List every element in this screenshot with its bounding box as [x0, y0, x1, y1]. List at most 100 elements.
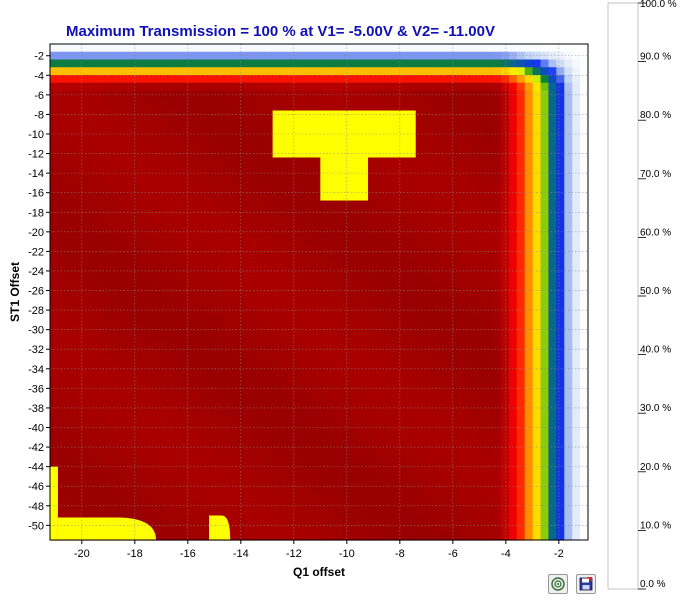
heat-cell [89, 478, 99, 487]
heat-cell [556, 129, 565, 138]
heat-cell [216, 315, 225, 324]
heat-cell [129, 292, 138, 301]
heat-cell [144, 478, 154, 487]
heat-cell [57, 470, 67, 479]
heat-cell [263, 377, 273, 386]
heat-cell [311, 106, 320, 115]
heat-cell [421, 121, 431, 130]
heat-cell [295, 59, 304, 68]
heat-cell [121, 478, 130, 487]
heat-cell [200, 168, 209, 177]
heat-cell [580, 392, 589, 402]
heat-cell [247, 299, 257, 309]
heat-cell [548, 346, 557, 355]
heat-cell [105, 454, 114, 464]
heat-cell [137, 385, 146, 394]
plot-area[interactable] [50, 44, 589, 541]
heat-cell [406, 346, 415, 355]
heat-cell [255, 315, 265, 324]
saturated-region [209, 515, 231, 540]
heat-cell [350, 253, 360, 262]
heat-cell [319, 237, 328, 247]
heat-cell [485, 423, 494, 433]
heat-cell [406, 268, 415, 278]
heat-cell [413, 129, 423, 138]
heat-cell [429, 222, 439, 231]
heat-cell [208, 222, 217, 231]
heat-cell [89, 509, 99, 518]
heat-cell [469, 237, 478, 247]
heat-cell [429, 470, 439, 479]
y-tick-label: -10 [28, 129, 44, 141]
heat-cell [271, 222, 281, 231]
heat-cell [390, 447, 399, 456]
heat-cell [224, 462, 233, 471]
heat-cell [81, 175, 91, 185]
heat-cell [532, 237, 542, 247]
heat-cell [358, 44, 368, 53]
heat-cell [413, 144, 423, 154]
heat-cell [421, 485, 431, 495]
heat-cell [247, 191, 257, 200]
heat-cell [453, 315, 463, 324]
heat-cell [437, 160, 447, 169]
heat-cell [437, 516, 447, 526]
heat-cell [572, 516, 581, 526]
heat-cell [231, 59, 241, 68]
heat-cell [168, 346, 178, 355]
heat-cell [247, 392, 257, 402]
heat-cell [176, 137, 186, 146]
heat-cell [89, 447, 99, 456]
heat-cell [168, 292, 178, 301]
heat-cell [516, 113, 526, 123]
heat-cell [192, 44, 201, 53]
y-tick-label: -4 [34, 70, 44, 82]
heat-cell [485, 222, 494, 231]
heat-cell [255, 292, 265, 301]
heat-cell [311, 82, 320, 92]
heat-cell [295, 478, 304, 487]
heat-cell [532, 516, 542, 526]
heat-cell [548, 323, 557, 332]
heat-cell [516, 516, 526, 526]
heat-cell [224, 59, 233, 68]
heat-cell [493, 439, 502, 448]
heat-cell [500, 377, 510, 386]
heat-cell [508, 82, 518, 92]
heat-cell [524, 261, 534, 270]
heat-cell [413, 59, 423, 68]
heat-cell [255, 253, 265, 262]
heat-cell [65, 152, 75, 161]
heat-cell [469, 323, 478, 332]
heat-cell [271, 245, 281, 254]
heat-cell [113, 292, 122, 301]
heat-cell [81, 330, 91, 340]
heat-cell [421, 493, 431, 502]
heat-cell [406, 416, 415, 425]
heat-cell [303, 377, 312, 386]
heat-cell [413, 168, 423, 177]
heat-cell [271, 183, 281, 192]
heat-cell [461, 524, 470, 533]
save-image-button[interactable] [576, 574, 596, 594]
heat-cell [247, 493, 257, 502]
heat-cell [152, 416, 162, 425]
heat-cell [271, 392, 281, 402]
heat-cell [548, 462, 557, 471]
heat-cell [247, 516, 257, 526]
heat-cell [342, 59, 352, 68]
heat-cell [144, 439, 154, 448]
heat-cell [493, 501, 502, 510]
heat-cell [516, 98, 526, 107]
heat-cell [493, 454, 502, 464]
heat-cell [493, 431, 502, 440]
heat-cell [137, 67, 146, 76]
heat-cell [224, 106, 233, 115]
heat-cell [445, 152, 455, 161]
heat-cell [105, 323, 114, 332]
heat-cell [287, 191, 296, 200]
heat-cell [271, 59, 281, 68]
zoom-reset-button[interactable] [548, 574, 568, 594]
heat-cell [398, 222, 407, 231]
heat-cell [255, 524, 265, 533]
